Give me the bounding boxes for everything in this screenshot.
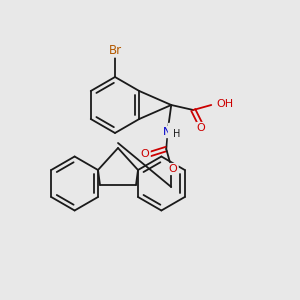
Text: OH: OH	[216, 99, 233, 109]
Text: O: O	[141, 149, 150, 159]
Text: H: H	[173, 129, 181, 139]
Text: N: N	[163, 127, 171, 137]
Text: O: O	[169, 164, 178, 174]
Text: O: O	[197, 123, 206, 133]
Text: Br: Br	[108, 44, 122, 56]
